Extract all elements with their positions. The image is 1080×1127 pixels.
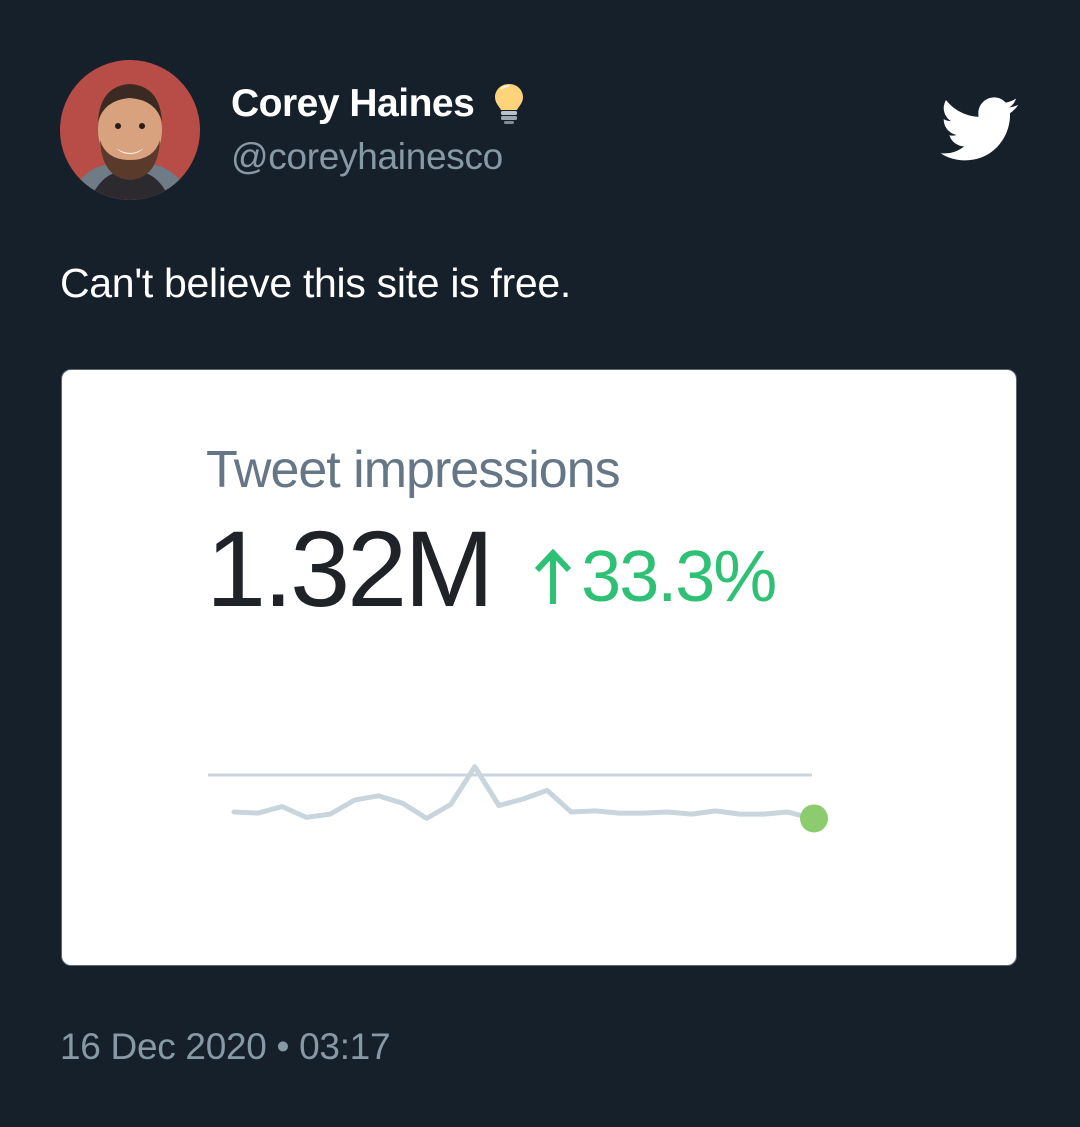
sparkline-chart — [208, 764, 828, 833]
avatar[interactable] — [60, 60, 200, 200]
avatar-photo — [60, 60, 200, 200]
tweet-timestamp[interactable]: 16 Dec 2020 • 03:17 — [60, 1026, 391, 1067]
display-name[interactable]: Corey Haines — [231, 82, 475, 125]
change-indicator: 33.3% — [533, 537, 777, 617]
author-handle[interactable]: @coreyhainesco — [231, 136, 503, 177]
sparkline-end-marker — [800, 804, 828, 833]
lightbulb-icon — [495, 84, 524, 124]
card-title: Tweet impressions — [206, 441, 621, 499]
media-card[interactable]: Tweet impressions 1.32M 33.3% — [61, 369, 1017, 966]
change-percent: 33.3% — [581, 537, 777, 617]
twitter-bird-icon[interactable] — [940, 97, 1020, 163]
impressions-value: 1.32M — [206, 508, 494, 629]
arrow-up-icon — [534, 548, 572, 604]
tweet-text: Can't believe this site is free. — [60, 260, 571, 306]
sparkline-path — [231, 764, 815, 821]
card-metric-row: 1.32M 33.3% — [206, 508, 777, 629]
author-name-row[interactable]: Corey Haines — [231, 80, 526, 128]
